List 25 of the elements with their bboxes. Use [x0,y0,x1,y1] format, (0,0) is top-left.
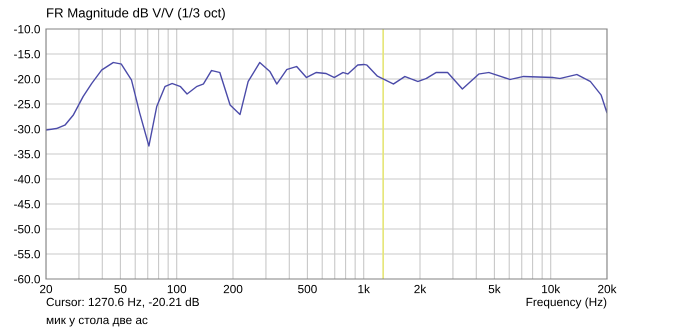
text: мик у стола две ас [46,318,148,327]
y-tick-label: -20.0 [14,75,40,84]
x-tick-label: 200 [224,284,242,294]
y-tick-label: -10.0 [14,25,40,34]
x-tick-label: 10k [542,284,560,294]
y-tick-label: -45.0 [14,200,40,208]
x-tick-label: 50 [114,284,127,294]
y-tick-label: -35.0 [14,150,40,158]
y-tick-label: -30.0 [14,125,40,134]
chart-title: FR Magnitude dB V/V (1/3 oct) [47,8,225,20]
x-tick-label: 100 [168,284,186,294]
x-tick-label: 20 [40,284,52,294]
y-tick-label: -15.0 [14,50,40,58]
y-tick-label: -55.0 [14,250,40,258]
x-tick-label: 1k [358,284,370,294]
x-tick-label: 2k [414,284,426,294]
x-tick-label: 20k [598,284,617,294]
y-tick-label: -60.0 [14,275,40,284]
x-axis-title: Frequency (Hz) [526,297,606,309]
y-tick-label: -25.0 [14,100,40,108]
y-tick-label: -40.0 [14,175,40,184]
text: Cursor: 1270.6 Hz, -20.21 dB [46,297,199,308]
y-tick-label: -50.0 [14,225,40,234]
x-tick-label: 5k [488,284,501,294]
x-tick-label: 500 [298,284,317,294]
